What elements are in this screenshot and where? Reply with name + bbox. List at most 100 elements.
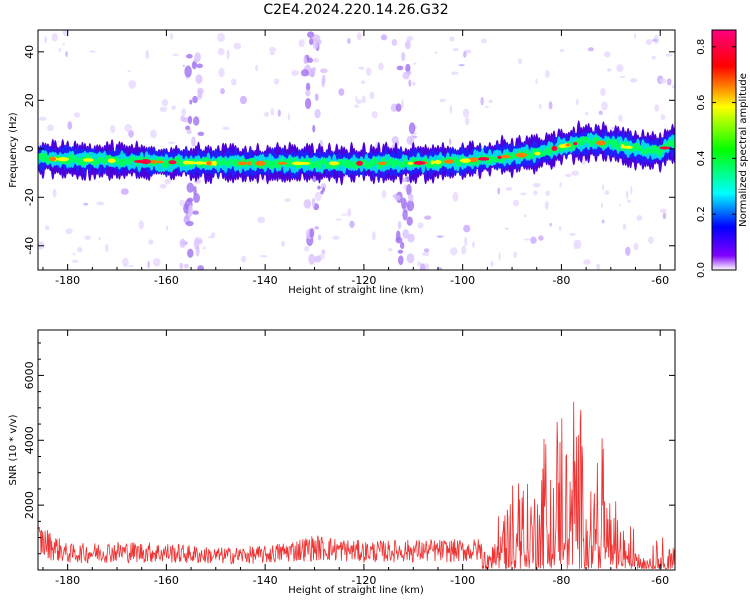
heatmap-streak [300,69,309,77]
heatmap-speckle [138,220,144,230]
heatmap-streak [187,115,193,125]
heatmap-speckle [660,114,666,121]
heatmap-speckle [596,263,601,270]
ridge-hotspot [659,146,670,150]
heatmap-speckle [355,96,358,101]
heatmap-speckle [105,243,109,253]
heatmap-streak [179,262,184,269]
heatmap-speckle [76,246,83,253]
heatmap-streak [196,63,203,69]
heatmap-streak [308,253,316,265]
heatmap-speckle [412,62,417,65]
heatmap-streak [303,56,307,65]
ridge-band [672,140,675,149]
heatmap-speckle [365,67,372,76]
ridge-hotspot [49,156,57,162]
ridge-hotspot [56,157,69,162]
heatmap-speckle [518,58,523,65]
heatmap-speckle [332,235,340,240]
heatmap-streak [185,125,191,131]
heatmap-streak [394,194,401,201]
heatmap-speckle [62,30,70,37]
heatmap-streak [406,253,415,264]
ridge-hotspot [150,160,156,164]
heatmap-speckle [523,214,527,218]
heatmap-speckle [625,246,631,256]
heatmap-speckle [167,141,176,144]
heatmap-speckle [458,64,465,67]
heatmap-speckle [47,124,54,132]
heatmap-streak [185,220,194,227]
heatmap-speckle [150,129,157,139]
heatmap-speckle [604,51,611,58]
heatmap-speckle [645,38,653,46]
heatmap-speckle [604,190,610,196]
heatmap-streak [399,241,405,250]
heatmap-speckle [202,246,206,250]
heatmap-speckle [606,68,612,72]
colorbar: 0.0 0.2 0.4 0.6 0.8 Normalized spectral ampl… [696,29,749,278]
heatmap-speckle [371,111,378,119]
heatmap-speckle [481,38,487,44]
heatmap-streak [397,249,404,254]
heatmap-speckle [98,237,102,241]
top-x-label: Height of straight line (km) [288,285,424,296]
heatmap-speckle [166,225,169,231]
heatmap-speckle [666,78,672,86]
heatmap-speckle [523,238,530,241]
heatmap-speckle [147,260,150,269]
bottom-y-tick-label: 4000 [23,426,36,454]
heatmap-streak [408,122,416,135]
heatmap-speckle [601,101,608,111]
top-y-tick-label: -20 [23,188,36,206]
ridge-hotspot [434,160,440,165]
heatmap-speckle [622,223,627,230]
ridge-hotspot [477,157,490,161]
heatmap-speckle [124,124,133,132]
heatmap-streak [307,57,313,63]
colorbar-gradient [711,29,737,271]
heatmap-streak [188,204,193,216]
ridge-hotspot [413,161,426,166]
heatmap-speckle [210,232,216,239]
heatmap-speckle [312,58,320,63]
heatmap-speckle [565,173,572,178]
heatmap-speckle [128,265,135,268]
heatmap-speckle [659,78,667,84]
heatmap-streak [398,255,404,266]
heatmap-streak [406,183,412,196]
heatmap-speckle [575,239,582,250]
heatmap-speckle [569,232,576,236]
heatmap-speckle [84,235,91,240]
heatmap-speckle [349,220,355,229]
heatmap-speckle [461,245,467,255]
heatmap-speckle [662,212,667,220]
top-x-tick-label: -120 [351,274,376,287]
heatmap-streak [191,61,197,70]
ridge-hotspot [534,151,541,156]
heatmap-speckle [380,34,388,41]
colorbar-tick-label: 0.2 [696,206,707,222]
heatmap-streak [404,40,411,50]
ridge-hotspot [206,160,212,166]
ridge-hotspot [551,145,558,151]
heatmap-speckle [71,259,79,263]
heatmap-speckle [298,39,305,48]
heatmap-streak [186,182,195,193]
heatmap-speckle [73,112,80,118]
bottom-x-tick-label: -140 [253,574,278,587]
heatmap-streak [396,65,404,71]
heatmap-streak [305,89,311,97]
heatmap-speckle [128,129,134,138]
heatmap-speckle [277,109,281,117]
ridge-hotspot [622,145,633,149]
ridge-hotspot [185,161,198,165]
heatmap-speckle [347,208,352,217]
heatmap-speckle [449,36,455,42]
heatmap-speckle [480,96,484,106]
bottom-y-label: SNR (10 * v/v) [8,414,19,485]
heatmap-speckle [341,213,349,216]
heatmap-speckle [539,103,542,110]
top-x-tick-label: -80 [552,274,570,287]
heatmap-speckle [665,53,673,57]
